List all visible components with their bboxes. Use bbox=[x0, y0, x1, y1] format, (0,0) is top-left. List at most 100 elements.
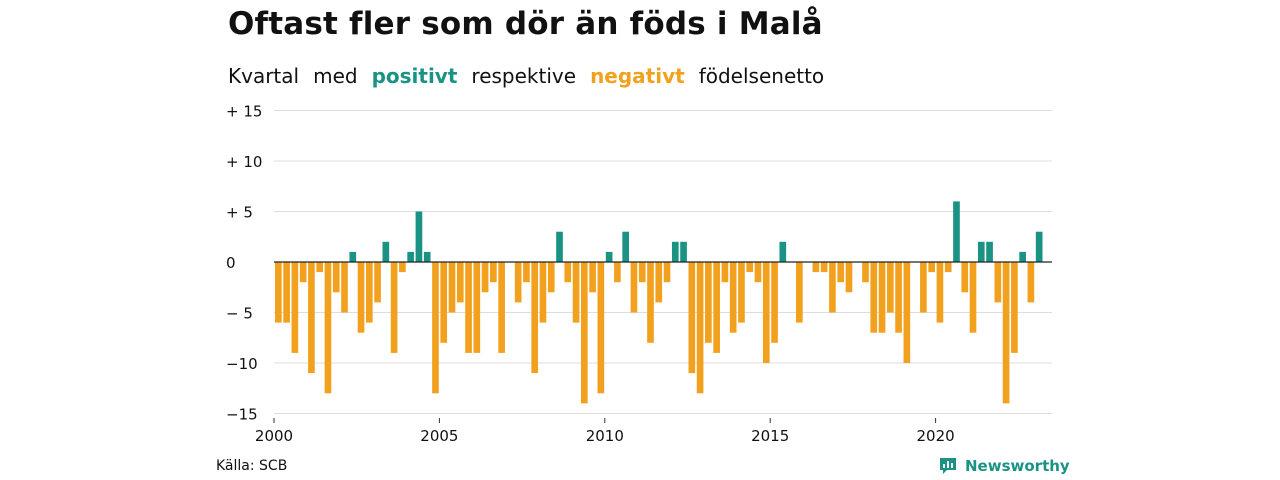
positive-bar bbox=[779, 241, 787, 262]
y-tick-label: 0 bbox=[226, 254, 236, 272]
brand-logo: Newsworthy bbox=[938, 456, 1070, 476]
negative-bar bbox=[820, 262, 828, 273]
y-tick-label: + 5 bbox=[226, 204, 253, 222]
positive-bar bbox=[671, 241, 679, 262]
negative-bar bbox=[580, 262, 588, 404]
positive-bar bbox=[423, 251, 431, 262]
positive-bar bbox=[1035, 231, 1043, 262]
x-tick-label: 2005 bbox=[420, 427, 458, 445]
negative-bar bbox=[465, 262, 472, 353]
negative-bar bbox=[308, 262, 315, 374]
x-tick-label: 2000 bbox=[255, 427, 293, 445]
subtitle-positive-label: positivt bbox=[371, 64, 458, 88]
positive-bar bbox=[382, 241, 390, 262]
positive-bar bbox=[986, 241, 993, 262]
negative-bar bbox=[332, 262, 340, 293]
x-tick-label: 2010 bbox=[586, 427, 624, 445]
negative-bar bbox=[390, 262, 398, 353]
positive-bar bbox=[622, 231, 630, 262]
negative-bar bbox=[291, 262, 299, 353]
y-tick-label: −10 bbox=[226, 355, 258, 373]
negative-bar bbox=[994, 262, 1002, 303]
negative-bar bbox=[481, 262, 489, 293]
negative-bar bbox=[1027, 262, 1035, 303]
negative-bar bbox=[1002, 262, 1010, 404]
negative-bar bbox=[316, 262, 324, 273]
negative-bar bbox=[944, 262, 952, 273]
negative-bar bbox=[829, 262, 836, 313]
negative-bar bbox=[539, 262, 547, 323]
negative-bar bbox=[299, 262, 307, 283]
y-tick-label: + 15 bbox=[226, 103, 262, 121]
source-note: Källa: SCB bbox=[216, 458, 288, 474]
negative-bar bbox=[456, 262, 464, 303]
subtitle-word: med bbox=[313, 64, 358, 88]
negative-bar bbox=[589, 262, 596, 293]
negative-bar bbox=[705, 262, 712, 343]
negative-bar bbox=[448, 262, 456, 313]
negative-bar bbox=[399, 262, 406, 273]
negative-bar bbox=[597, 262, 605, 394]
negative-bar bbox=[663, 262, 671, 283]
negative-bar bbox=[531, 262, 539, 374]
negative-bar bbox=[878, 262, 886, 333]
negative-bar bbox=[754, 262, 762, 283]
negative-bar bbox=[837, 262, 845, 283]
negative-bar bbox=[920, 262, 927, 313]
negative-bar bbox=[432, 262, 439, 394]
negative-bar bbox=[514, 262, 522, 303]
negative-bar bbox=[324, 262, 332, 394]
negative-bar bbox=[928, 262, 935, 273]
x-tick-label: 2015 bbox=[751, 427, 789, 445]
negative-bar bbox=[374, 262, 381, 303]
negative-bar bbox=[365, 262, 373, 323]
negative-bar bbox=[936, 262, 944, 323]
negative-bar bbox=[870, 262, 878, 333]
negative-bar bbox=[961, 262, 969, 293]
positive-bar bbox=[977, 241, 985, 262]
chart-subtitle: Kvartal med positivt respektive negativt föde… bbox=[228, 64, 838, 88]
negative-bar bbox=[796, 262, 803, 323]
negative-bar bbox=[688, 262, 696, 374]
negative-bar bbox=[713, 262, 720, 353]
negative-bar bbox=[903, 262, 911, 363]
negative-bar bbox=[845, 262, 853, 293]
negative-bar bbox=[721, 262, 729, 283]
negative-bar bbox=[638, 262, 646, 283]
negative-bar bbox=[564, 262, 572, 283]
positive-bar bbox=[605, 251, 613, 262]
negative-bar bbox=[812, 262, 820, 273]
negative-bar bbox=[895, 262, 902, 333]
negative-bar bbox=[738, 262, 745, 323]
x-tick-label: 2020 bbox=[917, 427, 955, 445]
positive-bar bbox=[953, 201, 960, 262]
chart-title: Oftast fler som dör än föds i Malå bbox=[228, 6, 823, 42]
subtitle-word: födelsenetto bbox=[698, 64, 825, 88]
subtitle-word: Kvartal bbox=[228, 64, 300, 88]
negative-bar bbox=[1011, 262, 1018, 353]
negative-bar bbox=[762, 262, 770, 363]
negative-bar bbox=[341, 262, 348, 313]
y-tick-label: − 5 bbox=[226, 305, 253, 323]
positive-bar bbox=[1019, 251, 1026, 262]
positive-bar bbox=[556, 231, 563, 262]
negative-bar bbox=[275, 262, 282, 323]
brand-name: Newsworthy bbox=[965, 457, 1070, 475]
negative-bar bbox=[696, 262, 704, 394]
positive-bar bbox=[407, 251, 414, 262]
negative-bar bbox=[771, 262, 778, 343]
subtitle-negative-label: negativt bbox=[590, 64, 685, 88]
positive-bar bbox=[680, 241, 687, 262]
subtitle-word: respektive bbox=[471, 64, 577, 88]
negative-bar bbox=[862, 262, 869, 283]
negative-bar bbox=[886, 262, 894, 313]
positive-bar bbox=[415, 211, 423, 262]
negative-bar bbox=[440, 262, 448, 343]
negative-bar bbox=[523, 262, 530, 283]
positive-bar bbox=[349, 251, 357, 262]
negative-bar bbox=[969, 262, 977, 333]
negative-bar bbox=[729, 262, 737, 333]
y-tick-label: + 10 bbox=[226, 153, 262, 171]
negative-bar bbox=[490, 262, 497, 283]
